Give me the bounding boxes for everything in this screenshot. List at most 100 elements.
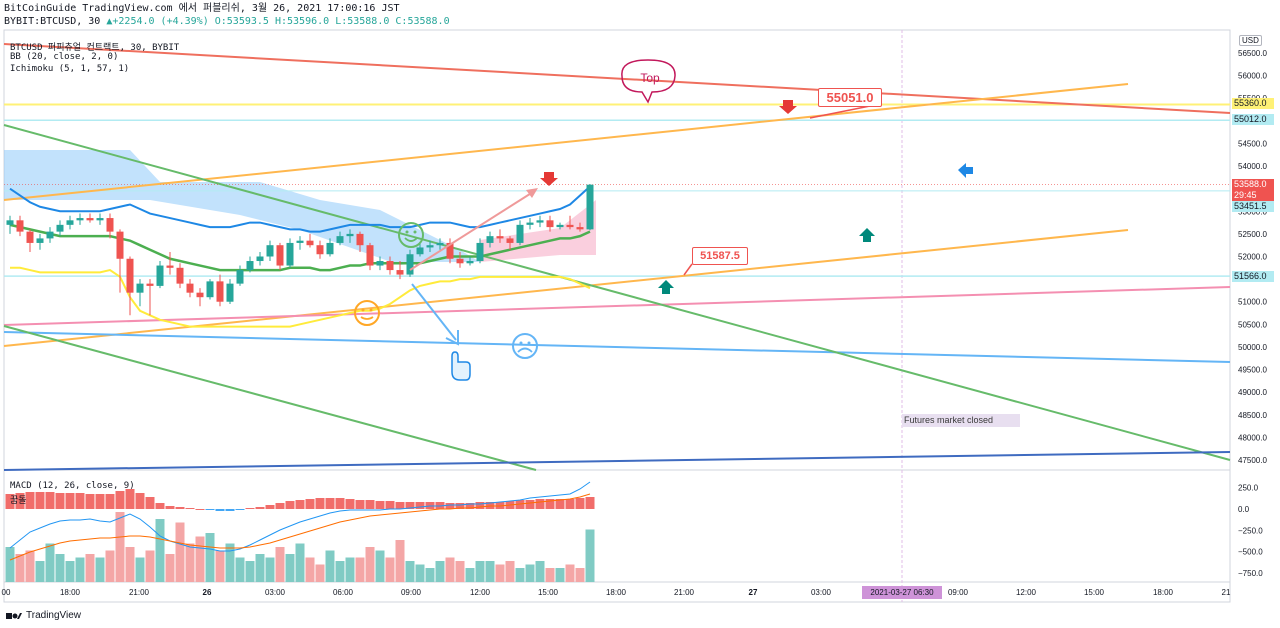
macd-hist-bar	[545, 499, 555, 509]
candle-body	[66, 220, 74, 225]
volume-bar	[505, 561, 515, 582]
macd-hist-bar	[55, 493, 65, 509]
orange-face-icon	[354, 300, 380, 326]
macd-hist-bar	[155, 503, 165, 509]
arrowhead-up	[526, 188, 538, 198]
volume-bar	[95, 557, 105, 582]
macd-hist-bar	[315, 498, 325, 509]
volume-bar	[455, 561, 465, 582]
down-arrow-icon	[779, 100, 797, 114]
signal-line	[9, 493, 591, 561]
trendline-green-main	[3, 124, 1231, 461]
top-callout-text[interactable]: Top	[640, 71, 660, 85]
pointing-hand-icon	[451, 351, 471, 381]
macd-tick-label: −250.0	[1238, 526, 1263, 535]
macd-hist-bar	[465, 503, 475, 509]
macd-hist-bar	[205, 509, 215, 510]
volume-bar	[175, 522, 185, 582]
y-tick-label: 48500.0	[1238, 411, 1267, 420]
up-arrow-icon	[859, 228, 875, 242]
candle-body	[276, 245, 284, 266]
face-eye	[413, 230, 417, 234]
candle-body	[536, 220, 544, 223]
bb-mid-line	[9, 223, 591, 272]
macd-hist-bar	[75, 493, 85, 509]
volume-bar	[535, 561, 545, 582]
volume-bar	[55, 554, 65, 582]
y-tick-label: 50000.0	[1238, 343, 1267, 352]
volume-bar	[145, 550, 155, 582]
volume-bar	[415, 564, 425, 582]
macd-hist-bar	[275, 503, 285, 509]
ichimoku-cloud-bear	[480, 200, 596, 262]
trendline-green-lower	[3, 325, 537, 471]
macd-tick-label: 0.0	[1238, 505, 1250, 514]
volume-bar	[465, 568, 475, 582]
candle-body	[516, 224, 524, 243]
x-tick-label: 26	[203, 588, 212, 597]
level-high-label[interactable]: 55051.0	[818, 88, 882, 107]
legend-macd: MACD (12, 26, close, 9)	[10, 481, 135, 491]
tradingview-footer[interactable]: TradingView	[6, 610, 81, 621]
candle-body	[416, 247, 424, 255]
macd-hist-bar	[15, 493, 25, 509]
candle-body	[76, 218, 84, 221]
brand-name: TradingView	[26, 610, 82, 621]
x-tick-label: 03:00	[265, 588, 286, 597]
price-label-51566: 51566.0	[1232, 271, 1274, 282]
x-tick-label: 15:00	[1084, 588, 1105, 597]
face-eye	[519, 341, 523, 345]
candle-body	[356, 233, 364, 246]
candle-body	[26, 231, 34, 243]
macd-hist-bar	[225, 509, 235, 511]
candle-body	[466, 261, 474, 264]
x-tick-label: 18:00	[60, 588, 81, 597]
y-tick-label: 49500.0	[1238, 366, 1267, 375]
candle-body	[526, 222, 534, 225]
candle-body	[566, 224, 574, 228]
volume-bar	[555, 568, 565, 582]
bb-lower-line	[10, 266, 591, 328]
volume-bar	[245, 561, 255, 582]
candle-body	[366, 245, 374, 266]
face-mouth	[517, 347, 533, 353]
candle-body	[376, 261, 384, 266]
tradingview-logo-icon	[6, 612, 22, 619]
y-tick-label: 50500.0	[1238, 320, 1267, 329]
chart-frame	[3, 29, 1231, 603]
y-tick-label: 54000.0	[1238, 162, 1267, 171]
volume-bar	[585, 529, 595, 582]
macd-hist-bar	[125, 489, 135, 509]
volume-bar	[375, 550, 385, 582]
y-tick-label: 47500.0	[1238, 456, 1267, 465]
candle-body	[286, 242, 294, 266]
price-label-last: 53588.0	[1232, 179, 1274, 190]
candle-body	[406, 254, 414, 275]
macd-hist-bar	[455, 503, 465, 509]
macd-hist-bar	[25, 492, 35, 509]
volume-bar	[125, 547, 135, 582]
y-tick-label: 56000.0	[1238, 72, 1267, 81]
candle-body	[146, 283, 154, 286]
candle-body	[326, 242, 334, 255]
macd-hist-bar	[445, 503, 455, 509]
x-tick-label: 03:00	[811, 588, 832, 597]
volume-bar	[275, 547, 285, 582]
volume-bar	[485, 561, 495, 582]
candle-body	[556, 224, 564, 228]
macd-hist-bar	[35, 492, 45, 509]
macd-hist-bar	[535, 499, 545, 509]
x-tick-label: 21:00	[674, 588, 695, 597]
macd-hist-bar	[195, 509, 205, 510]
candle-body	[86, 218, 94, 221]
candle-body	[336, 236, 344, 243]
level-low-label[interactable]: 51587.5	[692, 247, 748, 265]
candle-body	[36, 238, 44, 243]
open-value: O:53593.5	[214, 16, 269, 27]
volume-bar	[295, 543, 305, 582]
candle-body	[126, 258, 134, 293]
macd-hist-bar	[525, 500, 535, 509]
price-label-55360: 55360.0	[1232, 98, 1274, 109]
currency-label[interactable]: USD	[1239, 35, 1262, 46]
